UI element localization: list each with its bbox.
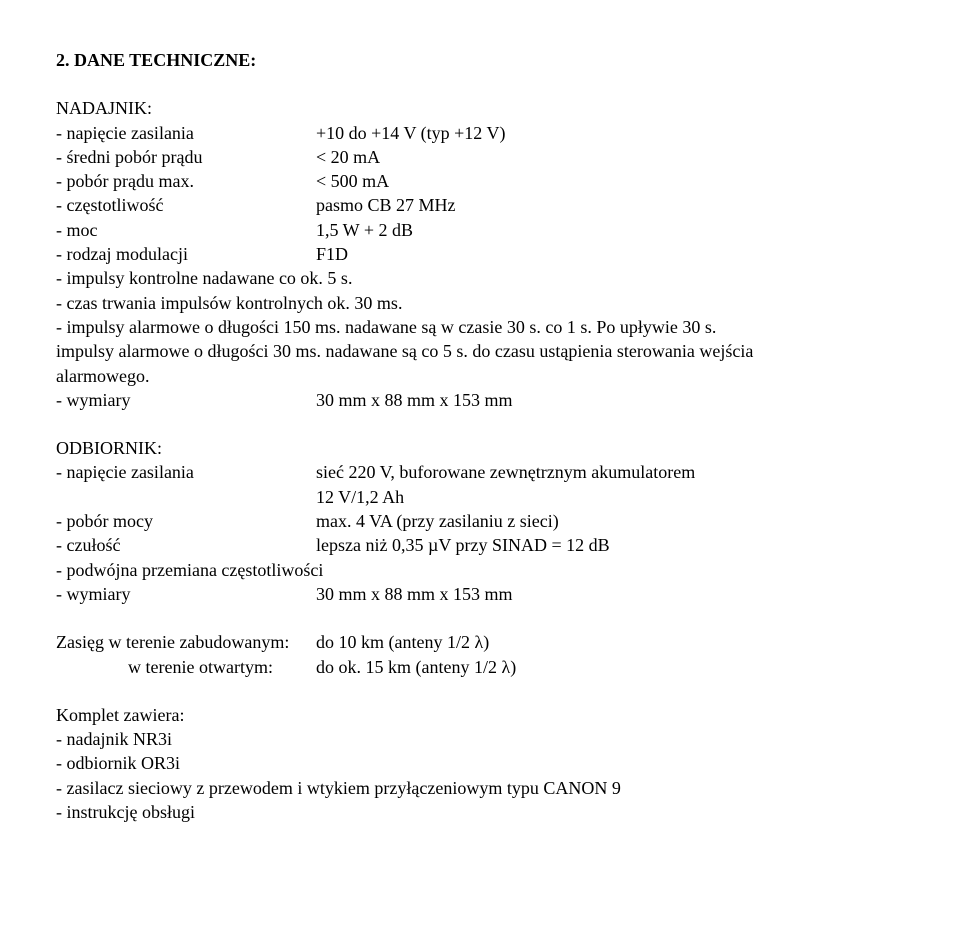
spec-row: - czułość lepsza niż 0,35 µV przy SINAD … (56, 533, 904, 557)
spec-value: F1D (316, 242, 904, 266)
spec-value: < 20 mA (316, 145, 904, 169)
spec-row: - wymiary 30 mm x 88 mm x 153 mm (56, 582, 904, 606)
kit-item: - nadajnik NR3i (56, 727, 904, 751)
spec-row: - średni pobór prądu < 20 mA (56, 145, 904, 169)
spec-label: - wymiary (56, 582, 316, 606)
range-value: do 10 km (anteny 1/2 λ) (316, 630, 489, 654)
spec-line: - podwójna przemiana częstotliwości (56, 558, 904, 582)
spec-value: < 500 mA (316, 169, 904, 193)
range-value: do ok. 15 km (anteny 1/2 λ) (316, 655, 516, 679)
spec-label: - wymiary (56, 388, 316, 412)
spec-row: - moc 1,5 W + 2 dB (56, 218, 904, 242)
spec-label: - pobór mocy (56, 509, 316, 533)
spec-line: impulsy alarmowe o długości 30 ms. nadaw… (56, 339, 904, 363)
spec-value: pasmo CB 27 MHz (316, 193, 904, 217)
spec-label: - moc (56, 218, 316, 242)
range-block: Zasięg w terenie zabudowanym: do 10 km (… (56, 630, 904, 679)
spec-row: - pobór mocy max. 4 VA (przy zasilaniu z… (56, 509, 904, 533)
transmitter-block: NADAJNIK: - napięcie zasilania +10 do +1… (56, 96, 904, 412)
kit-heading: Komplet zawiera: (56, 703, 904, 727)
spec-label: - napięcie zasilania (56, 121, 316, 145)
spec-value: 30 mm x 88 mm x 153 mm (316, 388, 904, 412)
spec-value: 1,5 W + 2 dB (316, 218, 904, 242)
spec-label: - częstotliwość (56, 193, 316, 217)
kit-item: - instrukcję obsługi (56, 800, 904, 824)
kit-item: - odbiornik OR3i (56, 751, 904, 775)
spec-row: - pobór prądu max. < 500 mA (56, 169, 904, 193)
range-row: Zasięg w terenie zabudowanym: do 10 km (… (56, 630, 904, 654)
spec-value: +10 do +14 V (typ +12 V) (316, 121, 904, 145)
spec-value: lepsza niż 0,35 µV przy SINAD = 12 dB (316, 533, 904, 557)
spec-value: sieć 220 V, buforowane zewnętrznym akumu… (316, 460, 904, 484)
spec-line: - impulsy alarmowe o długości 150 ms. na… (56, 315, 904, 339)
spec-label: - pobór prądu max. (56, 169, 316, 193)
spec-row: - częstotliwość pasmo CB 27 MHz (56, 193, 904, 217)
spec-row: - wymiary 30 mm x 88 mm x 153 mm (56, 388, 904, 412)
spec-line: - impulsy kontrolne nadawane co ok. 5 s. (56, 266, 904, 290)
range-row: w terenie otwartym: do ok. 15 km (anteny… (56, 655, 904, 679)
spec-value: 30 mm x 88 mm x 153 mm (316, 582, 904, 606)
spec-row: - napięcie zasilania +10 do +14 V (typ +… (56, 121, 904, 145)
spec-line: - czas trwania impulsów kontrolnych ok. … (56, 291, 904, 315)
spec-label: - rodzaj modulacji (56, 242, 316, 266)
spec-row: - rodzaj modulacji F1D (56, 242, 904, 266)
section-title: 2. DANE TECHNICZNE: (56, 48, 904, 72)
spec-line: alarmowego. (56, 364, 904, 388)
transmitter-heading: NADAJNIK: (56, 96, 904, 120)
spec-value-continued: 12 V/1,2 Ah (56, 485, 904, 509)
spec-value: max. 4 VA (przy zasilaniu z sieci) (316, 509, 904, 533)
receiver-block: ODBIORNIK: - napięcie zasilania sieć 220… (56, 436, 904, 606)
receiver-heading: ODBIORNIK: (56, 436, 904, 460)
range-label: w terenie otwartym: (56, 655, 316, 679)
kit-item: - zasilacz sieciowy z przewodem i wtykie… (56, 776, 904, 800)
spec-label: - czułość (56, 533, 316, 557)
spec-row: - napięcie zasilania sieć 220 V, buforow… (56, 460, 904, 484)
spec-label: - napięcie zasilania (56, 460, 316, 484)
spec-label: - średni pobór prądu (56, 145, 316, 169)
range-label: Zasięg w terenie zabudowanym: (56, 630, 316, 654)
kit-block: Komplet zawiera: - nadajnik NR3i - odbio… (56, 703, 904, 824)
